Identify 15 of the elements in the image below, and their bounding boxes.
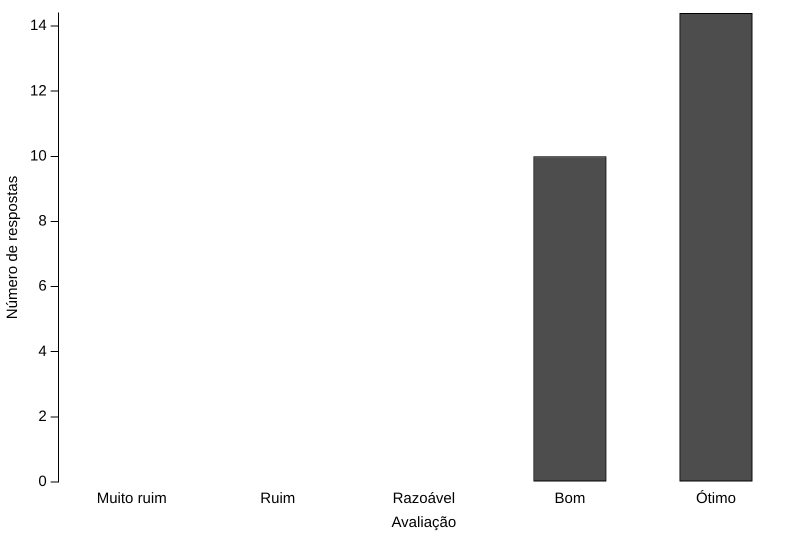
x-axis-title: Avaliação	[391, 514, 456, 532]
x-tick-label: Razoável	[392, 490, 456, 508]
x-tick-label: Ruim	[260, 490, 296, 508]
y-tick-label: 0	[38, 473, 47, 490]
x-tick-label: Ótimo	[696, 489, 736, 508]
y-tick-label: 14	[30, 17, 47, 34]
y-tick-label: 4	[38, 342, 47, 360]
y-tick-label: 10	[30, 147, 47, 164]
y-tick-label: 6	[38, 278, 47, 295]
x-tick-label: Bom	[554, 490, 586, 508]
x-tick-label: Muito ruim	[96, 490, 167, 508]
y-axis-title: Número de respostas	[4, 176, 22, 320]
y-tick-label: 12	[30, 82, 47, 100]
y-tick-label: 8	[38, 212, 47, 230]
y-tick-label: 2	[38, 408, 47, 425]
